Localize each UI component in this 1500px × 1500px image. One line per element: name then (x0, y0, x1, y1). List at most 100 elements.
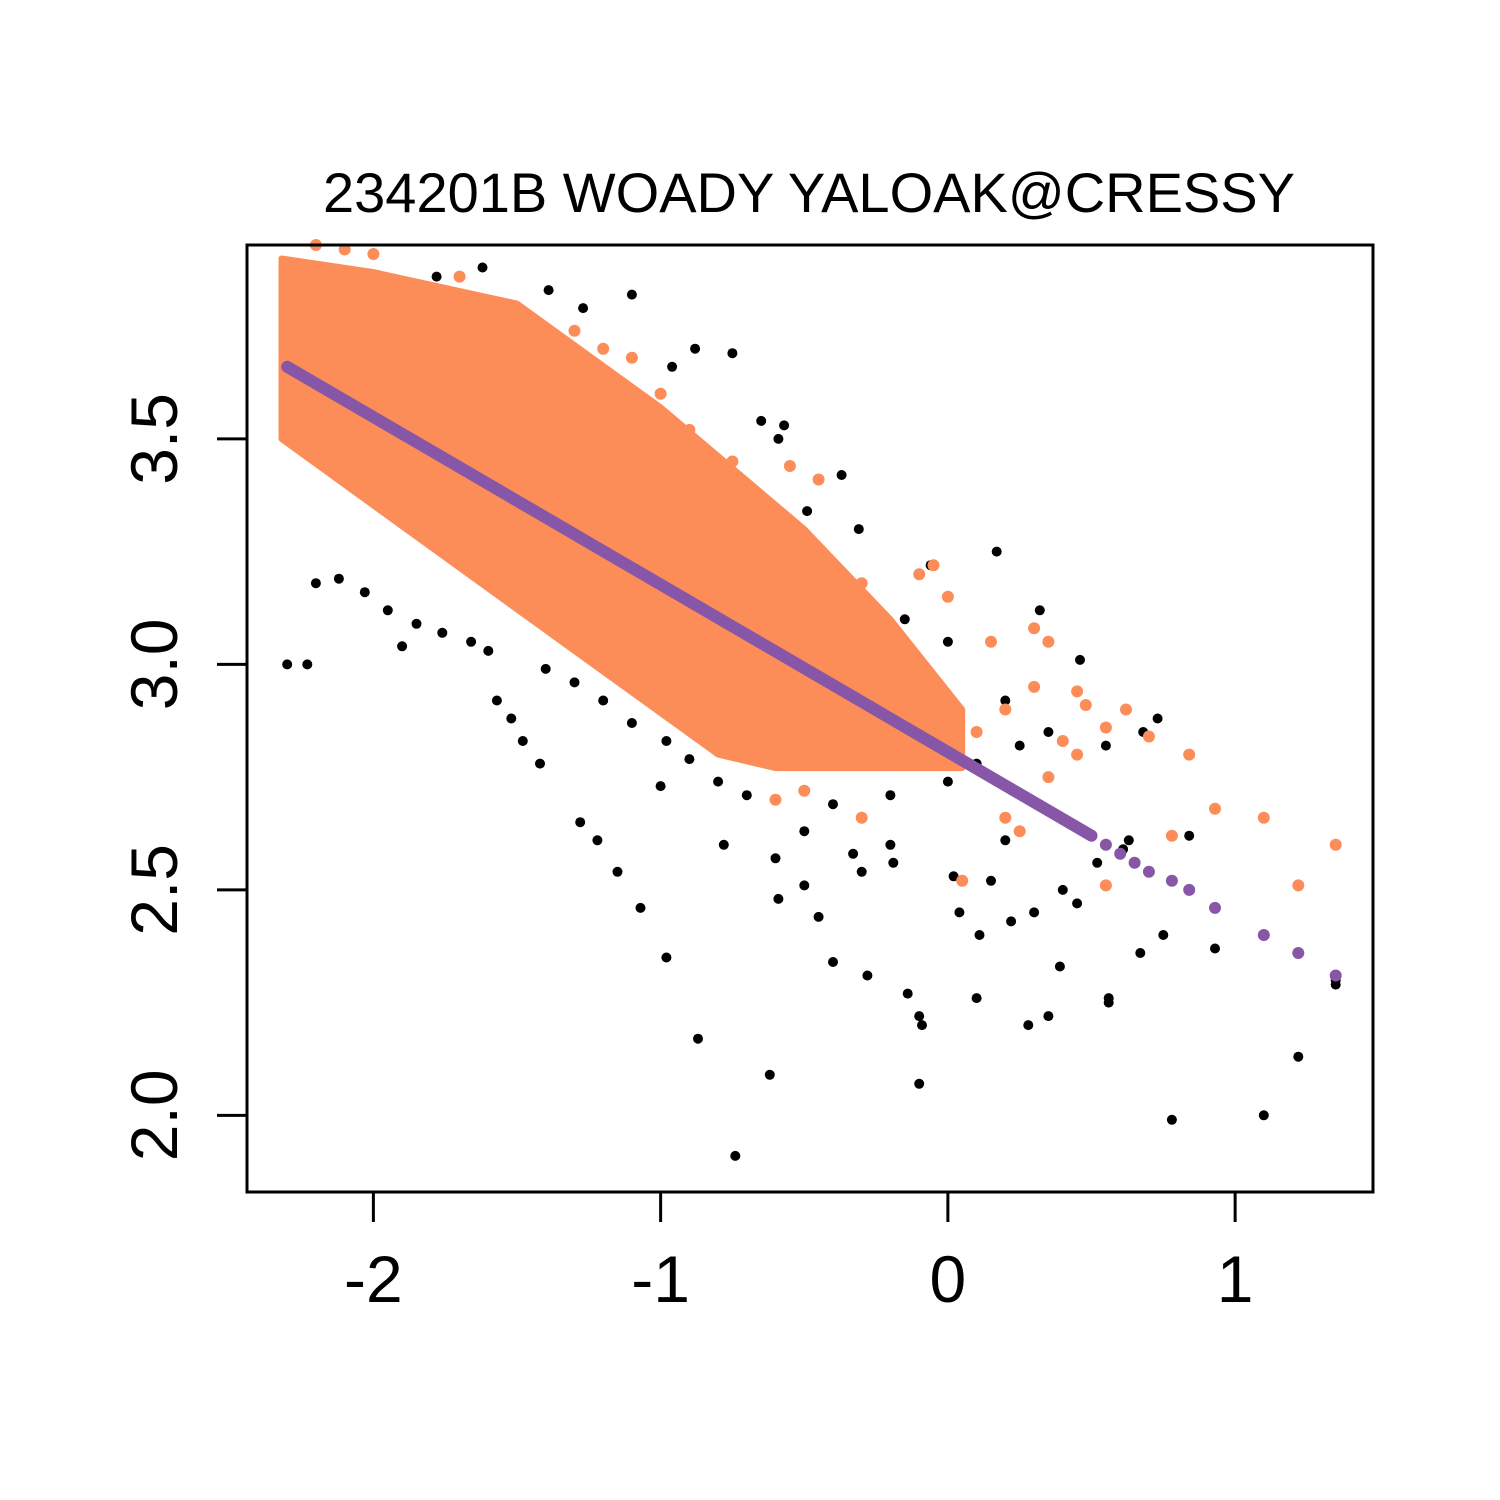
observed-point (779, 420, 790, 431)
observed-point (942, 636, 953, 647)
simulated-point (827, 635, 839, 648)
observed-point (635, 902, 646, 913)
fit-point (1209, 901, 1221, 914)
observed-point (1043, 727, 1054, 737)
observed-point (954, 907, 965, 918)
observed-point (535, 758, 545, 769)
fit-point (1292, 947, 1305, 959)
simulated-point (999, 811, 1012, 824)
observed-point (856, 866, 867, 877)
observed-point (1293, 1051, 1304, 1062)
fit-point (1257, 929, 1270, 941)
observed-point (914, 1011, 925, 1022)
observed-point (359, 587, 370, 598)
observed-point (917, 1020, 927, 1031)
simulated-point (1079, 699, 1092, 711)
observed-point (799, 880, 810, 891)
simulated-point-cloud (278, 255, 966, 772)
observed-point (727, 348, 738, 359)
simulated-point (1013, 825, 1026, 838)
observed-point (333, 573, 344, 584)
observed-point (667, 361, 678, 372)
observed-point (1000, 695, 1011, 706)
observed-point (1258, 1110, 1269, 1121)
observed-point (773, 893, 784, 904)
observed-point (690, 343, 701, 354)
simulated-point (712, 545, 725, 558)
simulated-point (812, 545, 825, 558)
observed-point (986, 875, 996, 886)
observed-point (661, 952, 672, 963)
simulated-point (654, 478, 667, 490)
observed-point (1014, 740, 1025, 751)
fit-point (1142, 865, 1155, 878)
observed-point (1072, 898, 1083, 909)
observed-point (431, 271, 442, 282)
observed-point (1166, 1114, 1177, 1125)
observed-point (914, 1078, 925, 1089)
simulated-point (927, 559, 940, 572)
observed-point (713, 776, 724, 787)
observed-point (517, 736, 528, 746)
simulated-point (597, 432, 610, 445)
observed-point (626, 718, 637, 728)
observed-point (1075, 654, 1085, 665)
simulated-point (884, 757, 897, 770)
observed-point (764, 1069, 775, 1080)
simulated-point (1183, 748, 1196, 761)
x-tick-label: 0 (930, 1242, 967, 1316)
x-tick-label: -2 (344, 1242, 403, 1316)
observed-point (506, 713, 517, 724)
observed-point (684, 754, 695, 765)
observed-point (540, 663, 551, 674)
simulated-point (1257, 811, 1270, 824)
simulated-point (769, 604, 782, 617)
simulated-point (1028, 680, 1041, 693)
observed-point (828, 957, 838, 967)
observed-point (1029, 907, 1040, 918)
observed-point (1135, 948, 1146, 958)
fit-point (1183, 883, 1196, 896)
fit-point (1165, 874, 1178, 887)
observed-point (575, 817, 586, 828)
observed-point (730, 1150, 741, 1161)
observed-point (971, 993, 982, 1004)
observed-point (411, 618, 422, 629)
observed-point (848, 848, 859, 859)
observed-point (569, 677, 580, 688)
simulated-point (568, 324, 581, 337)
observed-point (626, 289, 637, 300)
simulated-point (1142, 730, 1155, 743)
observed-point (718, 839, 729, 850)
simulated-point (654, 387, 667, 400)
observed-point (592, 835, 603, 846)
observed-point (1034, 605, 1045, 616)
observed-point (1210, 943, 1220, 954)
y-tick-label: 3.0 (117, 619, 191, 711)
simulated-point (855, 577, 868, 590)
simulated-point (783, 460, 796, 472)
simulated-point (970, 726, 983, 738)
simulated-point (1120, 703, 1132, 716)
y-tick-label: 3.5 (117, 393, 191, 485)
simulated-point (1209, 802, 1221, 815)
observed-point (1184, 830, 1195, 841)
observed-point (310, 578, 321, 589)
simulated-point (453, 270, 466, 283)
simulated-point (740, 703, 753, 716)
simulated-point (999, 703, 1012, 716)
observed-point (948, 871, 959, 882)
fit-point (1099, 838, 1112, 851)
observed-point (974, 930, 985, 940)
observed-point (836, 470, 847, 480)
x-axis: -2 -1 0 1 (344, 1190, 1253, 1316)
observed-point (1023, 1020, 1034, 1031)
observed-point (813, 911, 824, 922)
observed-point (1100, 740, 1111, 751)
observed-point (1152, 713, 1163, 724)
observed-point (862, 970, 873, 981)
observed-point (1158, 930, 1169, 940)
simulated-point (841, 712, 854, 725)
simulated-point (783, 523, 796, 536)
observed-point (477, 262, 488, 273)
